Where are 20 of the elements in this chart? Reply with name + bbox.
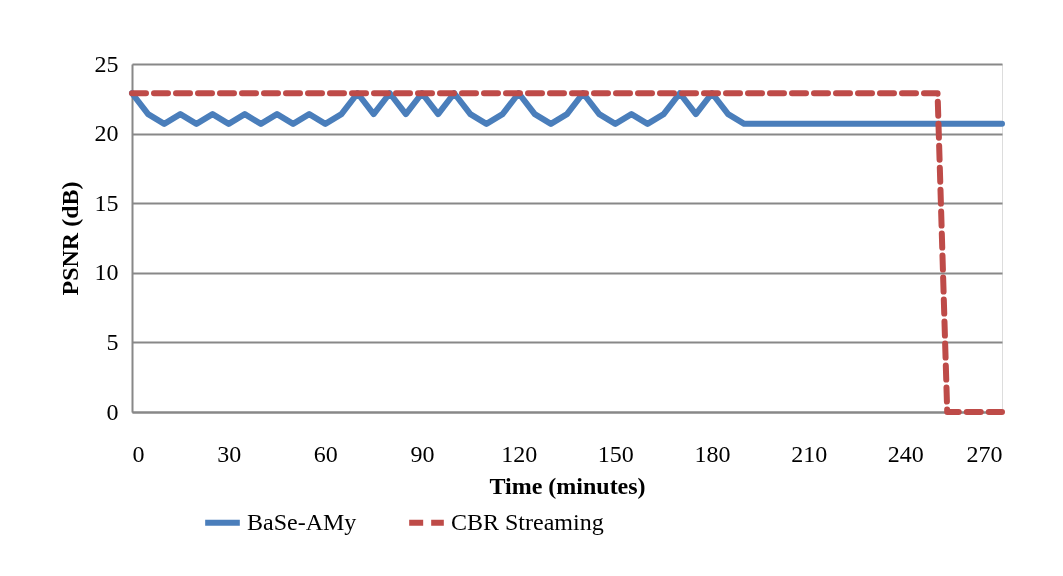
x-tick-label: 240 — [887, 440, 924, 467]
x-tick-label: 210 — [791, 440, 828, 467]
x-tick-label: 0 — [132, 440, 145, 467]
x-tick-label: 60 — [313, 440, 338, 467]
x-axis-title: Time (minutes) — [489, 472, 646, 499]
x-tick-label: 150 — [597, 440, 634, 467]
y-tick-label: 10 — [94, 259, 119, 286]
y-tick-label: 25 — [94, 50, 119, 77]
x-tick-label: 120 — [501, 440, 538, 467]
legend-label: BaSe-AMy — [247, 508, 357, 535]
y-tick-label: 20 — [94, 120, 119, 147]
y-tick-label: 15 — [94, 189, 119, 216]
legend-label: CBR Streaming — [451, 508, 604, 535]
y-axis-title: PSNR (dB) — [56, 181, 83, 296]
y-tick-label: 5 — [106, 328, 119, 355]
x-tick-label: 30 — [217, 440, 242, 467]
x-tick-label: 90 — [410, 440, 435, 467]
x-tick-label: 270 — [966, 440, 1003, 467]
y-tick-label: 0 — [106, 398, 119, 425]
x-tick-label: 180 — [694, 440, 731, 467]
